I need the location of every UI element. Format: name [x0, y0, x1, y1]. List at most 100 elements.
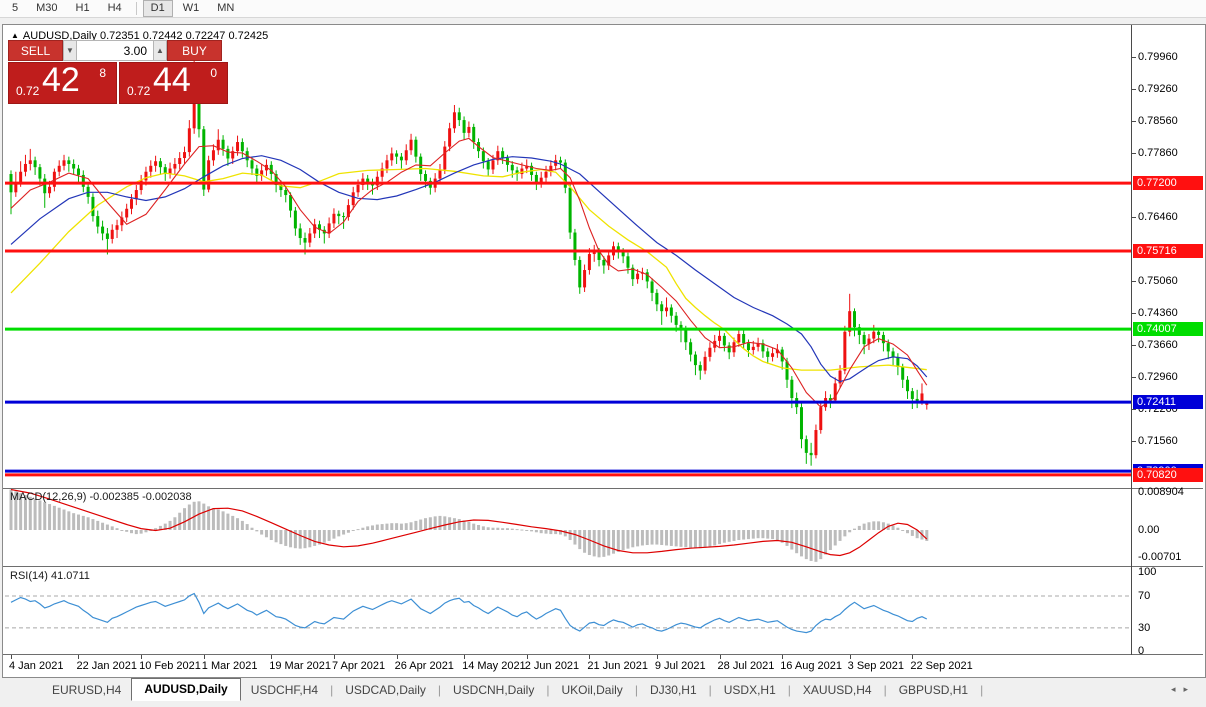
sell-button[interactable]: SELL: [8, 40, 63, 61]
macd-axis-label: 0.00: [1138, 524, 1160, 536]
tab-separator: |: [634, 683, 638, 697]
chart-window: ▲ AUDUSD,Daily 0.72351 0.72442 0.72247 0.…: [2, 24, 1206, 678]
chart-title: ▲ AUDUSD,Daily 0.72351 0.72442 0.72247 0.…: [11, 30, 268, 42]
time-axis-tick: [912, 655, 914, 659]
time-axis-tick: [333, 655, 335, 659]
timeframe-button-m30[interactable]: M30: [36, 2, 58, 14]
buy-price-main: 44: [153, 61, 191, 99]
price-level-badge: 0.70820: [1133, 467, 1203, 482]
time-axis-tick: [396, 655, 398, 659]
price-axis-label: 0.75060: [1138, 275, 1178, 287]
tab-scroll-arrows[interactable]: ◂▸: [1171, 684, 1196, 695]
chart-tab-usdx[interactable]: USDX,H1: [723, 683, 776, 697]
buy-button[interactable]: BUY: [167, 40, 222, 61]
price-axis-tick: [1132, 217, 1136, 218]
time-axis-tick: [11, 655, 12, 659]
macd-indicator-plot[interactable]: [5, 489, 1131, 566]
xaxis-separator: [3, 654, 1203, 655]
rsi-axis-label: 0: [1138, 645, 1145, 657]
price-level-badge: 0.72411: [1133, 395, 1203, 410]
collapse-quote-panel-icon[interactable]: ▲: [11, 31, 19, 40]
time-axis-label: 22 Sep 2021: [910, 660, 973, 672]
volume-input[interactable]: [77, 40, 153, 61]
price-axis-label: 0.74360: [1138, 307, 1178, 319]
tab-scroll-left-icon[interactable]: ◂: [1170, 684, 1184, 694]
chart-tab-usdcad[interactable]: USDCAD,Daily: [345, 683, 426, 697]
price-axis-label: 0.78560: [1138, 115, 1178, 127]
time-axis-tick: [849, 655, 851, 659]
price-axis-tick: [1132, 153, 1136, 154]
chart-tab-audusd[interactable]: AUDUSD,Daily: [131, 678, 241, 701]
buy-price-tile[interactable]: 0.72 44 0: [119, 61, 228, 104]
buy-price-pip: 0: [210, 66, 217, 80]
macd-axis-label: -0.00701: [1138, 551, 1182, 563]
volume-decrease-button[interactable]: ▼: [63, 40, 77, 61]
time-axis-tick: [464, 655, 466, 659]
sell-price-tile[interactable]: 0.72 42 8: [8, 61, 117, 104]
rsi-indicator-plot[interactable]: [5, 567, 1131, 654]
tab-separator: |: [787, 683, 791, 697]
rsi-axis-label: 30: [1138, 622, 1151, 634]
time-axis-label: 14 May 2021: [462, 660, 526, 672]
buy-price-prefix: 0.72: [127, 84, 151, 98]
time-axis-label: 4 Jan 2021: [9, 660, 64, 672]
volume-increase-button[interactable]: ▲: [153, 40, 167, 61]
price-axis-label: 0.79960: [1138, 51, 1178, 63]
timeframe-button-d1[interactable]: D1: [142, 0, 173, 17]
timeframe-toolbar: 5 M30 H1 H4 D1 W1 MN: [0, 0, 1206, 18]
price-level-badge: 0.77200: [1133, 176, 1203, 191]
time-axis-tick: [78, 655, 80, 659]
time-axis-label: 22 Jan 2021: [76, 660, 138, 672]
price-axis-tick: [1132, 121, 1136, 122]
time-axis-label: 10 Feb 2021: [139, 660, 201, 672]
chart-tab-dj30[interactable]: DJ30,H1: [649, 683, 697, 697]
price-chart-plot[interactable]: [5, 28, 1131, 488]
price-level-badge: 0.74007: [1133, 322, 1203, 337]
chart-tab-eurusd[interactable]: EURUSD,H4: [52, 683, 122, 697]
price-axis-tick: [1132, 345, 1136, 346]
macd-splitter[interactable]: [3, 488, 1203, 489]
tab-separator: |: [330, 683, 334, 697]
tab-scroll-right-icon[interactable]: ▸: [1183, 684, 1196, 694]
timeframe-button-5[interactable]: 5: [12, 2, 19, 14]
price-axis-label: 0.77860: [1138, 147, 1178, 159]
price-axis-line: [1131, 25, 1132, 655]
price-axis-tick: [1132, 89, 1136, 90]
chart-tab-usdcnh[interactable]: USDCNH,Daily: [453, 683, 535, 697]
bar-low: 0.72247: [185, 30, 226, 42]
chart-tab-gbpusd[interactable]: GBPUSD,H1: [898, 683, 969, 697]
price-axis-label: 0.71560: [1138, 435, 1178, 447]
sell-price-pip: 8: [99, 66, 106, 80]
sell-price-prefix: 0.72: [16, 84, 40, 98]
time-axis-label: 16 Aug 2021: [780, 660, 842, 672]
price-axis-label: 0.76460: [1138, 211, 1178, 223]
timeframe-button-h4[interactable]: H4: [107, 2, 122, 14]
time-axis-tick: [526, 655, 528, 659]
price-axis-tick: [1132, 409, 1136, 410]
rsi-label: RSI(14) 41.0711: [10, 570, 90, 582]
quote-panel: SELL ▼ ▲ BUY 0.72 42 8 0.72 44 0: [8, 40, 228, 104]
chart-tab-xauusd[interactable]: XAUUSD,H4: [802, 683, 872, 697]
chart-tab-usdchf[interactable]: USDCHF,H4: [250, 683, 319, 697]
chart-tab-ukoil[interactable]: UKOil,Daily: [561, 683, 623, 697]
time-axis-label: 7 Apr 2021: [331, 660, 386, 672]
bar-open: 0.72351: [99, 30, 140, 42]
time-axis-label: 3 Sep 2021: [847, 660, 904, 672]
time-axis-tick: [141, 655, 143, 659]
rsi-axis-label: 100: [1138, 566, 1157, 578]
chart-tab-bar: EURUSD,H4 AUDUSD,Daily USDCHF,H4 | USDCAD,Da…: [0, 678, 1206, 701]
price-axis-tick: [1132, 441, 1136, 442]
rsi-splitter[interactable]: [3, 566, 1203, 567]
price-axis-label: 0.73660: [1138, 339, 1178, 351]
timeframe-button-h1[interactable]: H1: [75, 2, 90, 14]
bar-high: 0.72442: [142, 30, 183, 42]
tab-separator: |: [546, 683, 550, 697]
time-axis-tick: [719, 655, 721, 659]
macd-label: MACD(12,26,9) -0.002385 -0.002038: [10, 491, 192, 503]
sell-price-main: 42: [42, 61, 80, 99]
timeframe-button-mn[interactable]: MN: [217, 2, 235, 14]
bar-close: 0.72425: [228, 30, 269, 42]
time-axis-label: 19 Mar 2021: [269, 660, 332, 672]
timeframe-button-w1[interactable]: W1: [182, 2, 200, 14]
time-axis-label: 28 Jul 2021: [717, 660, 775, 672]
